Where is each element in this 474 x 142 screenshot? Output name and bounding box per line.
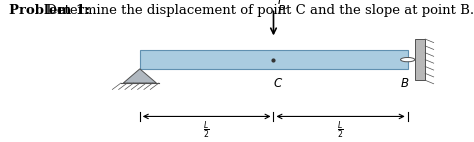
Circle shape	[401, 58, 415, 62]
Text: P:: P:	[277, 4, 288, 17]
Polygon shape	[123, 69, 156, 83]
Text: P: P	[277, 0, 284, 7]
Bar	[140, 50, 408, 69]
Text: $\frac{L}{2}$: $\frac{L}{2}$	[337, 119, 344, 141]
Text: C: C	[274, 77, 282, 90]
Text: Problem 1:: Problem 1:	[9, 4, 91, 17]
Text: B: B	[401, 77, 409, 90]
Text: Determine the displacement of point C and the slope at point B. EI is constant.: Determine the displacement of point C an…	[42, 4, 474, 17]
Text: $\frac{L}{2}$: $\frac{L}{2}$	[203, 119, 210, 141]
Bar	[415, 39, 425, 80]
